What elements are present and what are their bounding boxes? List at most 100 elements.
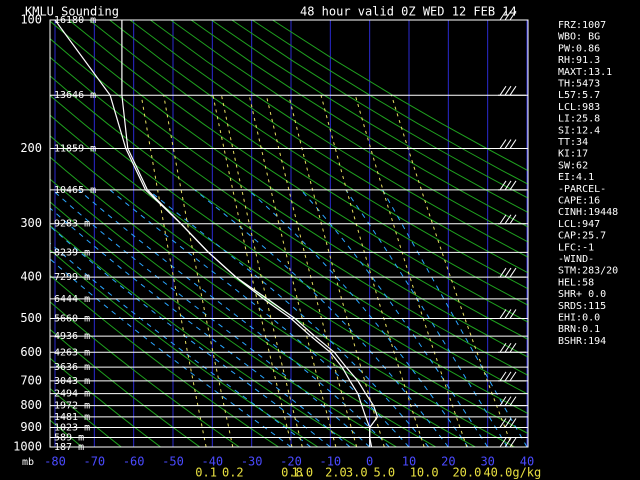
- index-text: LI:25.8: [558, 114, 600, 125]
- wind-barb-flag: [499, 85, 507, 96]
- moist-adiabat: [50, 242, 312, 447]
- mixing-ratio-line: [248, 95, 337, 447]
- moist-adiabat: [78, 189, 390, 447]
- index-text: EI:4.1: [558, 172, 594, 183]
- wind-barb-flag: [504, 10, 512, 21]
- y-axis-label: mb: [22, 457, 34, 468]
- wind-barb-flag: [504, 267, 512, 278]
- height-label: 589 m: [54, 432, 84, 443]
- wind-barb-flag: [499, 10, 507, 21]
- mixing-ratio-label: 3.0: [346, 466, 368, 480]
- wind-barb-flag: [509, 371, 517, 382]
- wind-barb-flag: [504, 85, 512, 96]
- moist-adiabat: [50, 258, 292, 447]
- index-text: RH:91.3: [558, 55, 600, 66]
- y-tick-label: 400: [20, 270, 42, 284]
- moist-adiabat: [51, 189, 371, 447]
- wind-barb-flag: [509, 139, 517, 149]
- index-text: PW:0.86: [558, 43, 600, 54]
- index-text: CINH:19448: [558, 207, 618, 218]
- x-tick-label: -40: [201, 455, 223, 469]
- height-label: 1023 m: [54, 422, 90, 433]
- wind-barb-flag: [504, 396, 512, 406]
- profile-line: [121, 20, 373, 448]
- mixing-ratio-label: 20.0: [452, 466, 481, 480]
- y-tick-label: 300: [20, 216, 42, 230]
- mixing-ratio-line: [212, 95, 293, 447]
- wind-barb-flag: [509, 214, 517, 225]
- wind-barb-flag: [509, 10, 517, 21]
- mixing-ratio-label: 10.0: [410, 466, 439, 480]
- mixing-ratio-label: 0.1: [195, 466, 217, 480]
- height-label: 6444 m: [54, 294, 90, 305]
- height-label: 10465 m: [54, 185, 96, 196]
- wind-barb-flag: [509, 309, 517, 319]
- wind-barb-flag: [499, 342, 507, 353]
- x-tick-label: 20: [441, 455, 455, 469]
- wind-barb-flag: [509, 180, 517, 191]
- moist-adiabat: [345, 189, 508, 447]
- x-tick-label: -70: [83, 455, 105, 469]
- mixing-ratio-line: [391, 95, 513, 447]
- moist-adiabat: [194, 189, 449, 447]
- y-tick-label: 100: [20, 13, 42, 27]
- y-tick-label: 200: [20, 141, 42, 155]
- wind-barb-flag: [499, 396, 507, 406]
- mixing-ratio-line: [221, 95, 303, 447]
- height-label: 1972 m: [54, 401, 90, 412]
- index-text: LCL:983: [558, 102, 600, 113]
- wind-barb-flag: [499, 437, 507, 448]
- height-label: 1481 m: [54, 412, 90, 423]
- wind-barb-flag: [504, 371, 512, 382]
- height-label: 13646 m: [54, 90, 96, 101]
- index-text: -WIND-: [558, 254, 594, 265]
- y-tick-label: 900: [20, 420, 42, 434]
- y-tick-label: 700: [20, 373, 42, 387]
- x-tick-label: -10: [319, 455, 341, 469]
- wind-barb-flag: [509, 396, 517, 406]
- wind-barb-flag: [509, 267, 517, 278]
- wind-barb-flag: [499, 267, 507, 278]
- chart-subtitle: 48 hour valid 0Z WED 12 FEB 14: [300, 5, 517, 19]
- y-tick-label: 600: [20, 345, 42, 359]
- moist-adiabat: [50, 225, 331, 447]
- index-text: FRZ:1007: [558, 20, 606, 31]
- index-text: SHR+ 0.0: [558, 289, 606, 300]
- height-label: 4936 m: [54, 331, 90, 342]
- index-text: BRN:0.1: [558, 324, 600, 335]
- x-tick-label: -30: [241, 455, 263, 469]
- x-tick-label: 0: [366, 455, 373, 469]
- x-tick-label: 10: [402, 455, 416, 469]
- mixing-ratio-label: 0.2: [222, 466, 244, 480]
- chart-title: KMLU Sounding: [25, 5, 119, 19]
- mixing-ratio-label: 5.0: [373, 466, 395, 480]
- wind-barb-flag: [499, 418, 507, 428]
- wind-barb-flag: [504, 309, 512, 319]
- x-tick-label: -60: [123, 455, 145, 469]
- moist-adiabat: [382, 189, 528, 447]
- mixing-ratio-line: [320, 95, 425, 447]
- index-text: MAXT:13.1: [558, 67, 612, 78]
- index-text: SI:12.4: [558, 125, 600, 136]
- moist-adiabat: [247, 189, 469, 447]
- x-tick-label: -50: [162, 455, 184, 469]
- x-tick-label: 30: [480, 455, 494, 469]
- x-tick-label: -20: [280, 455, 302, 469]
- mixing-ratio-label: 40.0g/kg: [483, 466, 541, 480]
- wind-barb-flag: [504, 139, 512, 149]
- wind-barb-flag: [504, 418, 512, 428]
- height-label: 11859 m: [54, 144, 96, 155]
- y-tick-label: 800: [20, 398, 42, 412]
- wind-barb-flag: [509, 418, 517, 428]
- mixing-ratio-line: [140, 95, 207, 447]
- index-text: TH:5473: [558, 79, 600, 90]
- height-label: 7299 m: [54, 272, 90, 283]
- mixing-ratio-label: 0.8: [281, 466, 303, 480]
- index-text: SRDS:115: [558, 301, 606, 312]
- index-text: WBO: BG: [558, 32, 600, 43]
- wind-barb-flag: [499, 309, 507, 319]
- profile-line: [54, 19, 379, 447]
- height-label: 3043 m: [54, 376, 90, 387]
- x-tick-label: -80: [44, 455, 66, 469]
